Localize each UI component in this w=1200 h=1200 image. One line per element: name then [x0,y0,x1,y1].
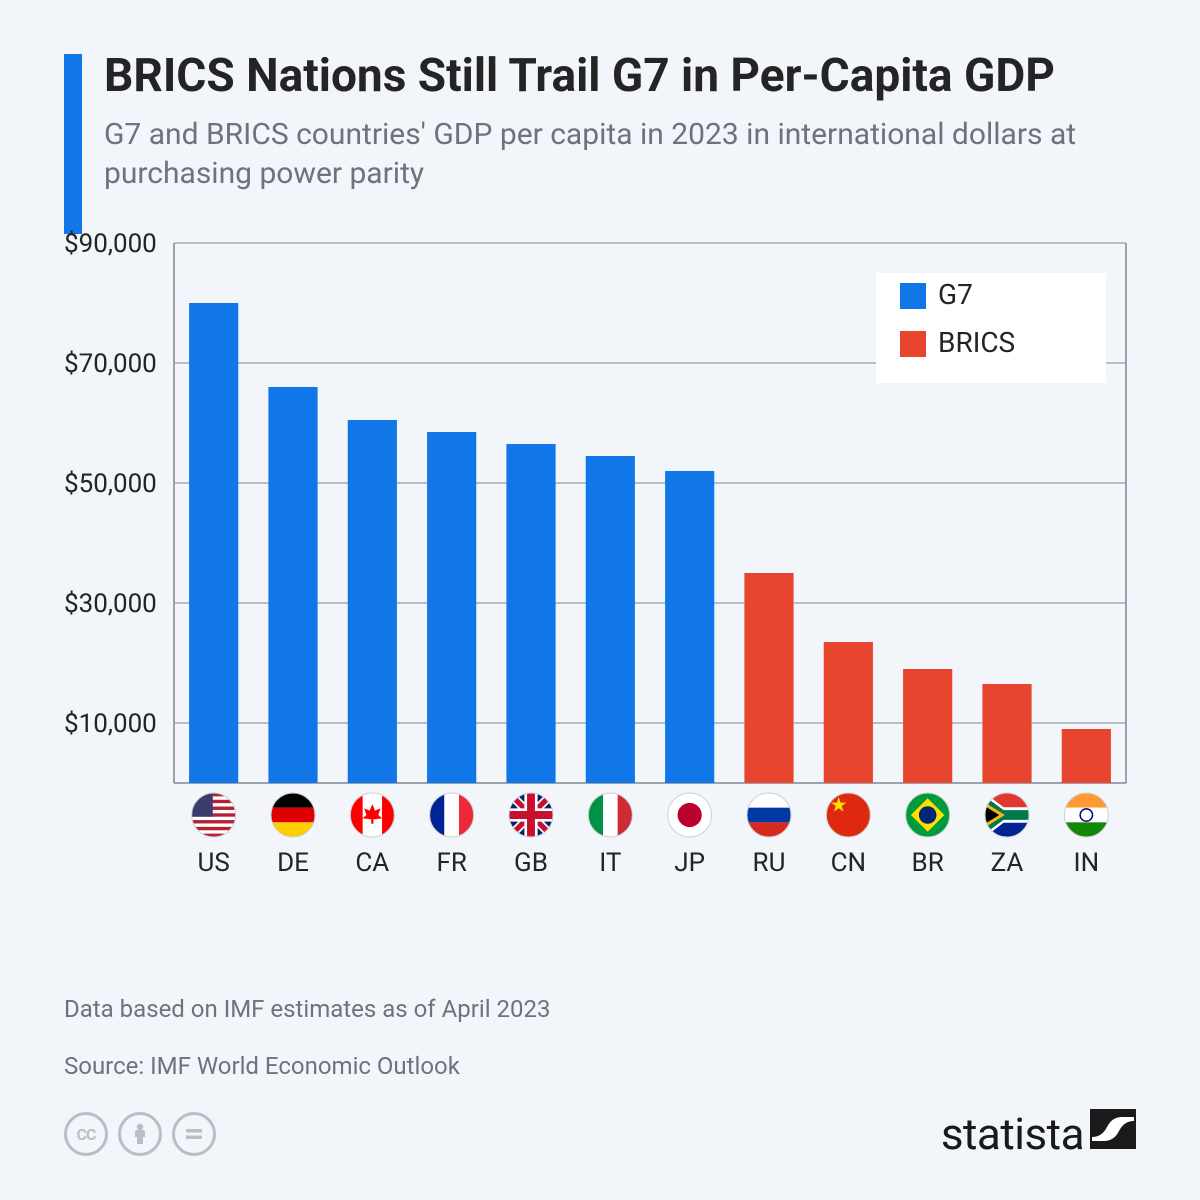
chart-header: BRICS Nations Still Trail G7 in Per-Capi… [64,50,1136,193]
flag-fr [430,793,474,837]
flag-ru [747,793,791,837]
flag-in [1064,793,1108,837]
logo-text: statista [941,1108,1084,1160]
flag-br [906,793,950,837]
legend-label: G7 [938,278,973,311]
bar-fr [427,432,476,783]
license-icons: CC [64,1112,216,1156]
nd-icon [172,1112,216,1156]
bar-ru [744,573,793,783]
country-label: FR [436,848,466,878]
data-source: Source: IMF World Economic Outlook [64,1050,1136,1084]
flag-gb [509,793,553,837]
country-label: RU [753,848,786,878]
y-tick-label: $70,000 [64,349,157,379]
logo-wave-icon [1090,1109,1136,1149]
country-label: DE [277,848,309,878]
svg-text:★: ★ [830,793,848,816]
chart-subtitle: G7 and BRICS countries' GDP per capita i… [104,115,1136,193]
y-tick-label: $30,000 [64,589,157,619]
bar-gb [506,444,555,783]
legend-swatch [900,331,926,357]
flag-za [985,793,1029,837]
bar-za [982,684,1031,783]
flag-ca [350,793,394,837]
chart-title: BRICS Nations Still Trail G7 in Per-Capi… [104,50,1136,103]
by-icon [118,1112,162,1156]
chart-svg: $10,000 $30,000 $50,000 $70,000 $90,000 US DE C… [64,223,1136,893]
country-label: GB [514,848,548,878]
flag-it [588,793,632,837]
title-accent-bar [64,54,82,234]
statista-logo: statista [941,1108,1136,1160]
country-label: ZA [991,848,1024,878]
flag-jp [668,793,712,837]
country-label: JP [674,848,705,878]
bar-ca [348,420,397,783]
country-label: CA [355,848,389,878]
bar-in [1062,729,1111,783]
y-tick-label: $10,000 [64,709,157,739]
flag-cn: ★ [826,793,870,837]
footer-row: CC statista [64,1108,1136,1160]
legend-swatch [900,283,926,309]
bar-it [586,456,635,783]
country-label: IT [599,848,621,878]
country-label: IN [1074,848,1100,878]
flag-us [192,793,236,837]
data-note: Data based on IMF estimates as of April … [64,993,1136,1027]
cc-icon: CC [64,1112,108,1156]
bar-cn [824,642,873,783]
y-tick-label: $50,000 [64,469,157,499]
country-label: CN [831,848,866,878]
y-tick-label: $90,000 [64,229,157,259]
bar-chart: $10,000 $30,000 $50,000 $70,000 $90,000 US DE C… [64,223,1136,893]
bar-de [268,387,317,783]
bar-us [189,303,238,783]
legend-label: BRICS [938,326,1015,359]
country-label: US [198,848,230,878]
country-label: BR [912,848,944,878]
flag-de [271,793,315,837]
chart-footer: Data based on IMF estimates as of April … [64,993,1136,1160]
bar-br [903,669,952,783]
bar-jp [665,471,714,783]
